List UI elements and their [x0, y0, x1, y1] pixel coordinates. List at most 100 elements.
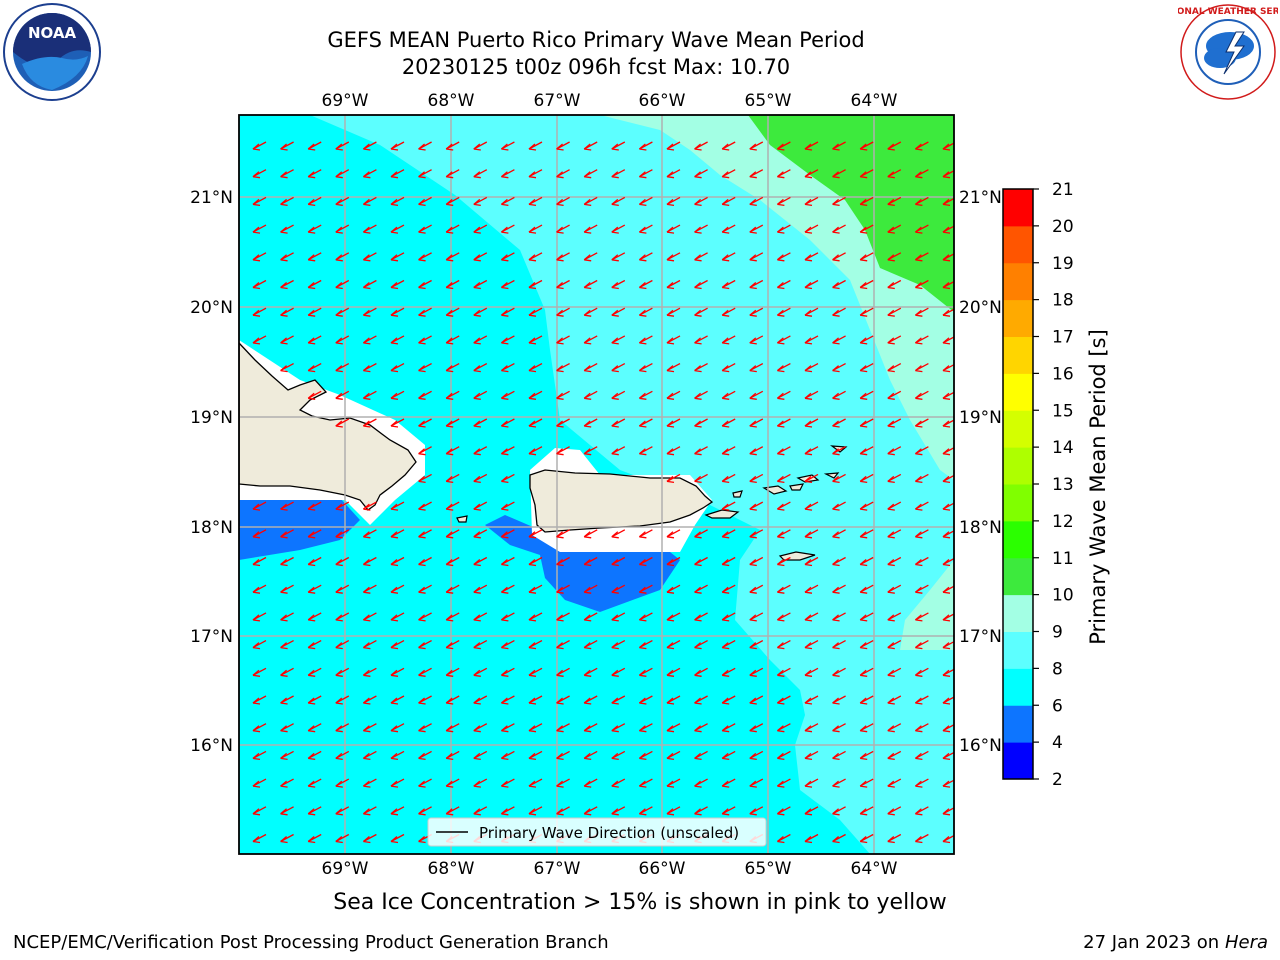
- direction-arrow: [473, 196, 488, 207]
- direction-arrow: [500, 501, 515, 511]
- direction-arrow: [804, 695, 819, 705]
- direction-arrow: [473, 612, 488, 622]
- direction-arrow: [832, 307, 846, 317]
- direction-arrow: [280, 750, 294, 761]
- direction-arrow: [362, 363, 377, 373]
- direction-arrow: [638, 141, 653, 151]
- direction-arrow: [749, 584, 764, 594]
- direction-arrow: [307, 750, 322, 761]
- direction-arrow: [390, 307, 405, 317]
- direction-arrow: [859, 750, 874, 761]
- direction-arrow: [694, 307, 708, 317]
- direction-arrow: [528, 556, 543, 567]
- colorbar-segment: [1003, 373, 1033, 411]
- direction-arrow: [583, 224, 598, 234]
- direction-arrow: [473, 473, 488, 484]
- direction-arrow: [666, 307, 681, 317]
- direction-arrow: [583, 363, 598, 373]
- direction-arrow: [749, 529, 764, 539]
- direction-arrow: [307, 307, 322, 317]
- direction-arrow: [362, 529, 377, 539]
- direction-arrow: [500, 196, 515, 207]
- colorbar-tick-label: 11: [1052, 549, 1074, 569]
- direction-arrow: [859, 806, 874, 816]
- direction-arrow: [914, 806, 929, 816]
- direction-arrow: [307, 640, 322, 650]
- direction-arrow: [252, 667, 267, 677]
- direction-arrow: [280, 335, 294, 345]
- direction-arrow: [638, 584, 653, 594]
- direction-arrow: [859, 169, 874, 179]
- direction-arrow: [721, 446, 736, 456]
- direction-arrow: [445, 529, 460, 539]
- lon-label-top: 69°W: [322, 91, 369, 111]
- direction-arrow: [859, 473, 874, 484]
- direction-arrow: [335, 501, 350, 511]
- direction-arrow: [528, 640, 543, 650]
- direction-arrow: [611, 529, 626, 539]
- direction-arrow: [638, 196, 653, 207]
- direction-arrow: [832, 695, 846, 705]
- direction-arrow: [528, 667, 543, 677]
- direction-arrow: [307, 612, 322, 622]
- direction-arrow: [832, 584, 846, 594]
- land-st-thomas: [762, 485, 788, 495]
- lon-label-top: 68°W: [428, 91, 475, 111]
- colorbar-tick-label: 17: [1052, 328, 1074, 348]
- direction-arrow: [666, 667, 681, 677]
- direction-arrow: [804, 640, 819, 650]
- direction-arrow: [528, 446, 543, 456]
- direction-arrow: [694, 279, 708, 290]
- direction-arrow: [832, 473, 846, 484]
- colorbar-tick-label: 9: [1052, 623, 1063, 643]
- direction-arrow: [832, 196, 846, 207]
- direction-arrow: [666, 529, 681, 539]
- direction-arrow: [721, 169, 736, 179]
- direction-arrow: [887, 390, 902, 400]
- direction-arrow: [252, 640, 267, 650]
- direction-arrow: [556, 584, 570, 594]
- direction-arrow: [418, 335, 432, 345]
- direction-arrow: [390, 169, 405, 179]
- direction-arrow: [721, 196, 736, 207]
- direction-arrow: [611, 363, 626, 373]
- direction-arrow: [832, 612, 846, 622]
- direction-arrow: [418, 224, 432, 234]
- colorbar-segment: [1003, 336, 1033, 374]
- direction-arrow: [776, 723, 791, 733]
- direction-arrow: [776, 695, 791, 705]
- lat-label-left: 21°N: [190, 188, 233, 208]
- direction-arrow: [528, 529, 543, 539]
- direction-arrow: [887, 307, 902, 317]
- direction-arrow: [804, 335, 819, 345]
- direction-arrow: [473, 169, 488, 179]
- direction-arrow: [914, 501, 929, 511]
- direction-arrow: [638, 252, 653, 262]
- direction-arrow: [666, 252, 681, 262]
- direction-arrow: [804, 252, 819, 262]
- direction-arrow: [252, 224, 267, 234]
- direction-arrow: [914, 224, 929, 234]
- direction-arrow: [280, 695, 294, 705]
- direction-arrow: [721, 335, 736, 345]
- land-vieques: [704, 509, 740, 519]
- direction-arrow: [473, 279, 488, 290]
- direction-arrow: [280, 778, 294, 788]
- direction-arrow: [473, 363, 488, 373]
- direction-arrow: [528, 307, 543, 317]
- direction-arrow: [749, 806, 764, 816]
- direction-arrow: [583, 418, 598, 428]
- lat-label-left: 19°N: [190, 408, 233, 428]
- direction-arrow: [776, 640, 791, 650]
- direction-arrow: [335, 640, 350, 650]
- direction-arrow: [500, 806, 515, 816]
- direction-arrow: [749, 224, 764, 234]
- direction-arrow: [914, 418, 929, 428]
- direction-arrow: [445, 778, 460, 788]
- direction-arrow: [776, 363, 791, 373]
- colorbar-tick-label: 13: [1052, 475, 1074, 495]
- direction-arrow: [611, 252, 626, 262]
- direction-arrow: [776, 418, 791, 428]
- direction-arrow: [638, 612, 653, 622]
- lon-label-bottom: 68°W: [428, 859, 475, 879]
